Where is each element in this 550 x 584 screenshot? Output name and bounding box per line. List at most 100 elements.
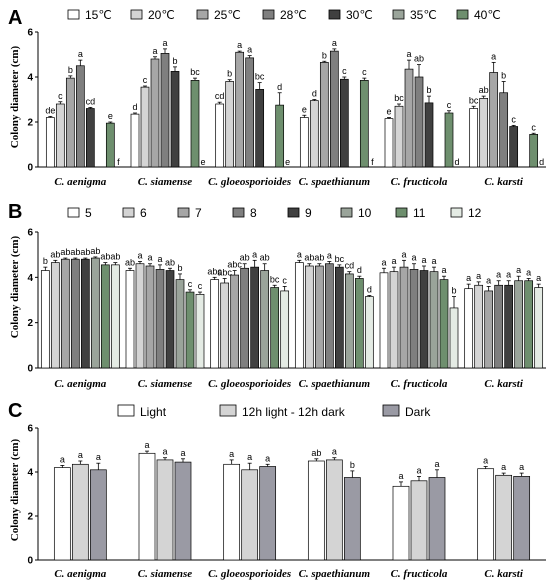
- bar: [429, 271, 439, 369]
- y-axis-label-b: Colony diameter (cm): [9, 235, 21, 338]
- significance-letter: ab: [479, 85, 489, 95]
- bar: [504, 284, 514, 369]
- bar: [260, 270, 270, 369]
- significance-letter: ab: [260, 253, 270, 263]
- legend-label: 15℃: [85, 8, 112, 22]
- bar: [240, 267, 250, 369]
- significance-letter: a: [391, 256, 396, 266]
- bar: [155, 269, 165, 369]
- category-label: C. aenigma: [54, 568, 106, 580]
- bar: [255, 89, 265, 168]
- legend-swatch: [177, 207, 190, 218]
- legend-label: 12: [468, 206, 482, 220]
- legend-label: 35℃: [410, 8, 437, 22]
- legend-label: Dark: [405, 405, 431, 419]
- legend-swatch: [67, 207, 80, 218]
- bar: [90, 257, 100, 369]
- significance-letter: c: [58, 91, 63, 101]
- legend-swatch: [340, 207, 353, 218]
- bar: [534, 287, 544, 369]
- significance-letter: ab: [414, 54, 424, 64]
- significance-letter: a: [180, 448, 185, 458]
- bar: [409, 269, 419, 369]
- significance-letter: ab: [110, 252, 120, 262]
- legend-swatch: [262, 9, 275, 20]
- bar: [165, 270, 175, 369]
- significance-letter: a: [147, 253, 152, 263]
- significance-letter: a: [496, 270, 501, 280]
- bar: [354, 278, 364, 369]
- significance-letter: a: [332, 38, 337, 48]
- legend-swatch: [196, 9, 209, 20]
- bar: [125, 270, 135, 369]
- significance-letter: a: [247, 45, 252, 55]
- bar: [60, 258, 70, 369]
- y-tick-label: 4: [27, 73, 33, 84]
- bar: [110, 264, 120, 369]
- legend-swatch: [232, 207, 245, 218]
- category-label: C. fructicola: [391, 378, 448, 390]
- significance-letter: bc: [270, 274, 280, 284]
- category-label: C. karsti: [484, 568, 523, 580]
- bar: [384, 118, 394, 168]
- bar: [65, 77, 75, 168]
- legend-swatch: [122, 207, 135, 218]
- significance-letter: ab: [50, 249, 60, 259]
- bar: [414, 76, 424, 168]
- bar: [210, 279, 220, 369]
- legend-swatch: [117, 404, 135, 417]
- significance-letter: ab: [314, 253, 324, 263]
- legend-label: 11: [413, 206, 426, 220]
- y-tick-label: 0: [27, 163, 33, 174]
- category-label: C. spaethianum: [299, 176, 371, 188]
- significance-letter: a: [506, 270, 511, 280]
- legend-label: 25℃: [214, 8, 241, 22]
- significance-letter: cd: [86, 96, 96, 106]
- significance-letter: d: [454, 157, 459, 167]
- bar: [424, 102, 434, 168]
- bar: [324, 263, 334, 369]
- bar: [495, 474, 513, 561]
- significance-letter: abc: [207, 266, 222, 276]
- significance-letter: a: [78, 49, 83, 59]
- bar: [45, 117, 55, 168]
- legend-label: 6: [140, 206, 147, 220]
- bar: [55, 103, 65, 168]
- bar: [439, 279, 449, 369]
- y-tick-label: 0: [27, 364, 33, 375]
- bar: [309, 100, 319, 168]
- bar: [464, 288, 474, 369]
- bar: [80, 258, 90, 369]
- bar: [195, 293, 205, 369]
- significance-letter: c: [362, 67, 367, 77]
- legend-swatch: [219, 404, 237, 417]
- category-label: C. spaethianum: [299, 378, 371, 390]
- bar: [145, 265, 155, 369]
- significance-letter: b: [426, 85, 431, 95]
- significance-letter: a: [327, 250, 332, 260]
- significance-letter: ab: [304, 253, 314, 263]
- significance-letter: b: [177, 263, 182, 273]
- legend-label: 5: [85, 206, 92, 220]
- y-axis-label-a: Colony diameter (cm): [9, 45, 21, 148]
- significance-letter: a: [96, 452, 101, 462]
- bar: [444, 112, 454, 168]
- significance-letter: e: [302, 104, 307, 114]
- significance-letter: d: [539, 157, 544, 167]
- significance-letter: a: [332, 447, 337, 457]
- category-label: C. fructicola: [391, 176, 448, 188]
- category-label: C. aenigma: [54, 378, 106, 390]
- legend-label: 28℃: [280, 8, 307, 22]
- bar: [307, 460, 325, 561]
- bar: [138, 452, 156, 561]
- bar: [474, 284, 484, 369]
- category-label: C. gloeosporioides: [208, 176, 291, 188]
- bar: [105, 122, 115, 168]
- significance-letter: a: [162, 447, 167, 457]
- significance-letter: a: [411, 253, 416, 263]
- legend-label: 12h light - 12h dark: [242, 405, 346, 419]
- significance-letter: ab: [240, 253, 250, 263]
- category-label: C. karsti: [484, 378, 523, 390]
- y-tick-label: 6: [27, 424, 33, 435]
- bar: [479, 98, 489, 168]
